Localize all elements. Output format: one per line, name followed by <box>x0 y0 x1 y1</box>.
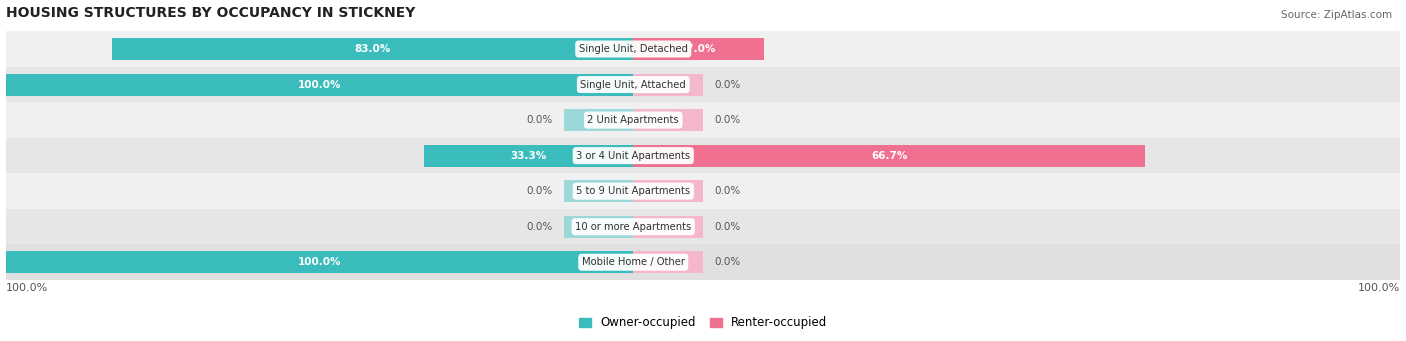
Bar <box>425 145 633 167</box>
Text: HOUSING STRUCTURES BY OCCUPANCY IN STICKNEY: HOUSING STRUCTURES BY OCCUPANCY IN STICK… <box>6 5 415 19</box>
Bar <box>6 102 1400 138</box>
Text: 0.0%: 0.0% <box>526 115 553 125</box>
Text: 17.0%: 17.0% <box>681 44 717 54</box>
Text: 2 Unit Apartments: 2 Unit Apartments <box>588 115 679 125</box>
Text: Mobile Home / Other: Mobile Home / Other <box>582 257 685 267</box>
Bar <box>6 251 633 273</box>
Bar <box>633 216 703 238</box>
Text: 0.0%: 0.0% <box>714 257 741 267</box>
Bar <box>6 173 1400 209</box>
Bar <box>6 209 1400 244</box>
Bar <box>564 180 633 202</box>
Bar <box>633 74 703 95</box>
Bar <box>112 38 633 60</box>
Text: 0.0%: 0.0% <box>714 222 741 232</box>
Bar <box>633 180 703 202</box>
Text: 0.0%: 0.0% <box>714 79 741 90</box>
Text: Source: ZipAtlas.com: Source: ZipAtlas.com <box>1281 10 1392 20</box>
Text: 33.3%: 33.3% <box>510 151 547 161</box>
Bar <box>6 138 1400 173</box>
Legend: Owner-occupied, Renter-occupied: Owner-occupied, Renter-occupied <box>574 312 832 334</box>
Bar <box>633 251 703 273</box>
Text: 100.0%: 100.0% <box>1358 283 1400 293</box>
Text: 100.0%: 100.0% <box>298 79 342 90</box>
Bar <box>6 244 1400 280</box>
Bar <box>564 109 633 131</box>
Bar <box>6 74 633 95</box>
Bar <box>633 109 703 131</box>
Bar <box>564 216 633 238</box>
Text: 0.0%: 0.0% <box>714 186 741 196</box>
Text: Single Unit, Attached: Single Unit, Attached <box>581 79 686 90</box>
Text: 0.0%: 0.0% <box>714 115 741 125</box>
Text: 100.0%: 100.0% <box>298 257 342 267</box>
Text: 66.7%: 66.7% <box>870 151 907 161</box>
Bar <box>6 67 1400 102</box>
Text: 100.0%: 100.0% <box>6 283 48 293</box>
Text: 3 or 4 Unit Apartments: 3 or 4 Unit Apartments <box>576 151 690 161</box>
Bar <box>633 38 763 60</box>
Bar <box>6 31 1400 67</box>
Text: 0.0%: 0.0% <box>526 222 553 232</box>
Text: 0.0%: 0.0% <box>526 186 553 196</box>
Bar <box>633 145 1144 167</box>
Text: 10 or more Apartments: 10 or more Apartments <box>575 222 692 232</box>
Text: 83.0%: 83.0% <box>354 44 391 54</box>
Text: Single Unit, Detached: Single Unit, Detached <box>579 44 688 54</box>
Text: 5 to 9 Unit Apartments: 5 to 9 Unit Apartments <box>576 186 690 196</box>
